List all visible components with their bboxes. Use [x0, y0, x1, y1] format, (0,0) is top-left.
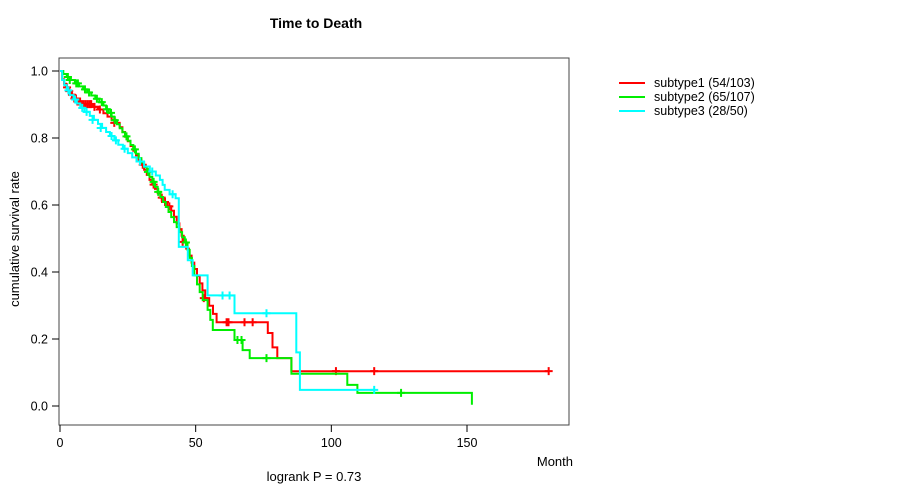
x-tick-label: 100 [321, 436, 342, 450]
censor-mark [148, 167, 157, 176]
plot-box [58, 57, 570, 426]
censor-mark [130, 145, 139, 154]
censor-mark [111, 136, 120, 145]
censor-mark [262, 354, 271, 363]
legend: subtype1 (54/103) subtype2 (65/107) subt… [619, 76, 755, 118]
legend-label-subtype2: subtype2 (65/107) [654, 90, 755, 104]
censor-mark [95, 105, 104, 114]
censor-mark [110, 116, 119, 125]
y-tick-label: 0.4 [31, 266, 48, 280]
censor-mark [107, 131, 116, 140]
censor-mark [90, 102, 99, 111]
legend-line-subtype1-icon [619, 82, 645, 84]
survival-curve-1 [60, 70, 549, 373]
x-tick-label: 50 [189, 436, 203, 450]
legend-item-subtype3: subtype3 (28/50) [619, 104, 755, 118]
legend-item-subtype1: subtype1 (54/103) [619, 76, 755, 90]
censor-mark [120, 144, 129, 153]
censor-mark [136, 157, 145, 166]
censor-mark [154, 187, 163, 196]
censor-mark [82, 107, 91, 116]
censor-mark [262, 309, 271, 318]
censor-mark [168, 190, 177, 199]
censor-mark [370, 385, 379, 394]
legend-item-subtype2: subtype2 (65/107) [619, 90, 755, 104]
censor-mark [92, 94, 101, 103]
censor-mark [102, 105, 111, 114]
censor-mark [85, 88, 94, 97]
censor-mark [73, 79, 82, 88]
y-tick-label: 0.8 [31, 132, 48, 146]
legend-label-subtype1: subtype1 (54/103) [654, 76, 755, 90]
censor-mark [218, 291, 227, 300]
censor-mark [122, 132, 131, 141]
y-tick-label: 0.0 [31, 400, 48, 414]
logrank-p-value: logrank P = 0.73 [266, 469, 362, 484]
chart-title: Time to Death [269, 15, 363, 31]
x-tick-label: 0 [57, 436, 64, 450]
legend-line-subtype3-icon [619, 110, 645, 112]
x-tick-label: 150 [457, 436, 478, 450]
x-axis-label: Month [536, 454, 573, 469]
y-tick-label: 0.2 [31, 333, 48, 347]
censor-mark [96, 123, 105, 132]
censor-mark [78, 103, 87, 112]
censor-mark [97, 98, 106, 107]
censor-mark [107, 108, 116, 117]
censor-mark [240, 318, 249, 327]
survival-curve-3 [60, 70, 375, 391]
censor-mark [65, 76, 74, 85]
y-tick-label: 0.6 [31, 199, 48, 213]
censor-mark [248, 318, 257, 327]
censor-mark [237, 336, 246, 345]
censor-mark [88, 115, 97, 124]
censor-mark [224, 318, 233, 327]
censor-mark [181, 238, 190, 247]
censor-mark [397, 388, 406, 397]
censor-mark [370, 367, 379, 376]
legend-line-subtype2-icon [619, 96, 645, 98]
censor-mark [80, 85, 89, 94]
censor-mark [64, 86, 73, 95]
censor-mark [71, 95, 80, 104]
censor-mark [149, 177, 158, 186]
legend-label-subtype3: subtype3 (28/50) [654, 104, 748, 118]
censor-mark [544, 367, 553, 376]
censor-mark [225, 291, 234, 300]
y-tick-label: 1.0 [31, 65, 48, 79]
